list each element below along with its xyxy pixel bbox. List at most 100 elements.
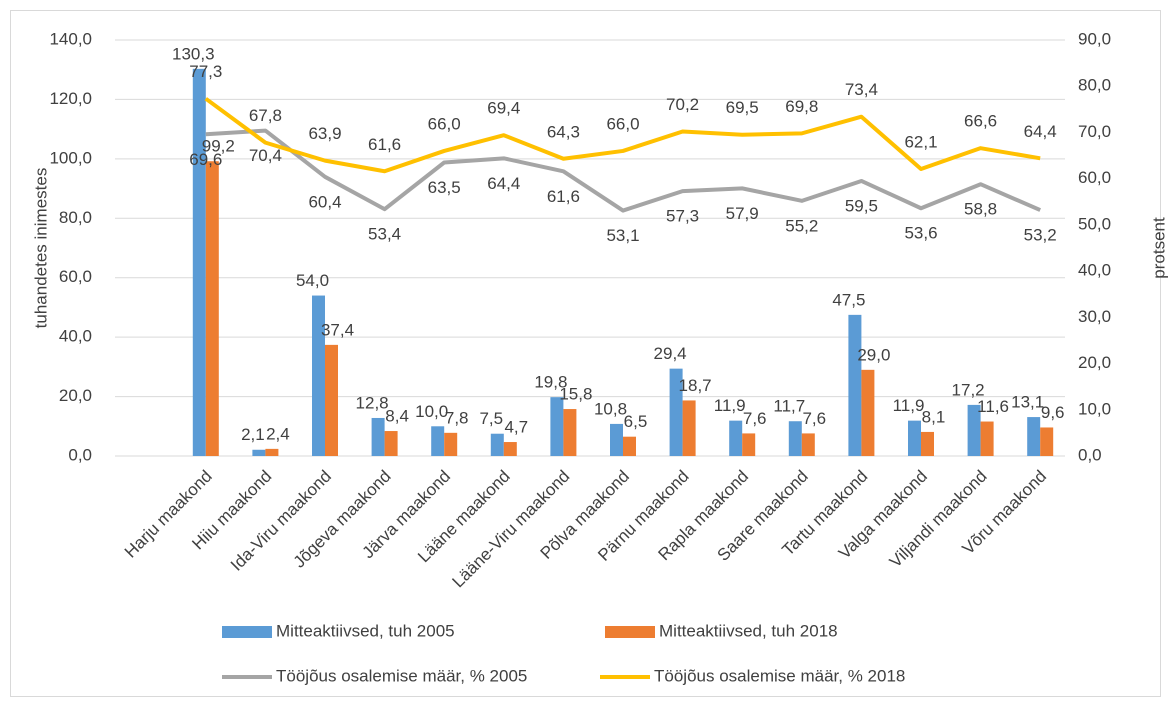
bar [1027, 417, 1041, 456]
line-value-label: 66,0 [428, 114, 461, 133]
bar [490, 433, 504, 456]
line-value-label: 69,5 [726, 98, 759, 117]
y2-tick-label: 80,0 [1078, 76, 1111, 95]
line-value-label: 58,8 [964, 200, 997, 219]
bar-value-label: 10,8 [594, 399, 627, 418]
bar-value-label: 13,1 [1011, 393, 1044, 412]
bar-value-label: 11,6 [977, 397, 1009, 416]
bar-value-label: 47,5 [832, 290, 865, 309]
bar-value-label: 19,8 [534, 373, 567, 392]
bar [610, 423, 623, 456]
bar [431, 426, 445, 456]
bar-value-label: 4,7 [504, 418, 528, 437]
y-axis-title: tuhandetes inimestes [31, 168, 50, 329]
line-value-label: 63,5 [428, 178, 461, 197]
bar [669, 368, 683, 456]
line-value-label: 70,2 [666, 95, 699, 114]
y2-tick-label: 20,0 [1078, 353, 1111, 372]
bar [503, 442, 517, 456]
bar-value-label: 37,4 [321, 320, 354, 339]
y-tick-label: 100,0 [49, 148, 92, 167]
line [205, 128, 1041, 213]
bar-value-label: 11,9 [714, 396, 746, 415]
bar [325, 344, 338, 456]
y2-tick-label: 30,0 [1078, 307, 1111, 326]
bar [861, 369, 875, 456]
line-value-label: 66,6 [964, 112, 997, 131]
line-value-label: 53,1 [606, 226, 639, 245]
bar [371, 417, 385, 456]
bar-value-label: 99,2 [202, 137, 235, 156]
y-tick-label: 0,0 [68, 445, 92, 464]
line-value-label: 63,9 [308, 124, 341, 143]
line-value-label: 53,4 [368, 225, 401, 244]
bar-value-label: 9,6 [1041, 403, 1065, 422]
line-value-label: 66,0 [606, 114, 639, 133]
y2-tick-label: 60,0 [1078, 168, 1111, 187]
line-value-label: 67,8 [249, 106, 282, 125]
bar [682, 400, 696, 456]
bar-value-label: 11,7 [773, 397, 805, 416]
bar-value-label: 2,1 [241, 425, 265, 444]
bar [967, 404, 981, 456]
bar [742, 433, 756, 456]
legend-label: Mitteaktiivsed, tuh 2018 [659, 621, 838, 640]
y-tick-label: 140,0 [49, 29, 92, 48]
bar-value-label: 10,0 [415, 402, 448, 421]
line-value-label: 60,4 [308, 192, 341, 211]
bar [444, 432, 458, 456]
bar-value-label: 130,3 [172, 44, 215, 63]
line-value-label: 55,2 [785, 216, 818, 235]
bar-value-label: 18,7 [679, 376, 712, 395]
bar-value-label: 2,4 [266, 424, 290, 443]
bar [848, 314, 862, 456]
legend-swatch [222, 626, 272, 638]
line-value-label: 64,3 [547, 122, 580, 141]
y-tick-label: 20,0 [59, 386, 92, 405]
bar [801, 433, 815, 456]
line [204, 97, 1041, 174]
bar-value-label: 17,2 [952, 380, 985, 399]
y2-tick-label: 0,0 [1078, 445, 1102, 464]
line-value-label: 64,4 [1024, 122, 1057, 141]
bar [788, 421, 802, 456]
bar-value-label: 7,5 [479, 409, 503, 428]
bar-value-label: 8,1 [922, 407, 946, 426]
line-value-label: 62,1 [904, 132, 937, 151]
line-value-label: 57,3 [666, 207, 699, 226]
line-value-label: 73,4 [845, 80, 878, 99]
legend-label: Tööjõus osalemise määr, % 2018 [654, 666, 905, 685]
legend-label: Tööjõus osalemise määr, % 2005 [276, 666, 527, 685]
legend-label: Mitteaktiivsed, tuh 2005 [276, 621, 455, 640]
bar [265, 448, 279, 456]
bar [550, 397, 564, 456]
y2-tick-label: 50,0 [1078, 214, 1111, 233]
bar [908, 420, 921, 456]
bar [384, 431, 398, 456]
y2-tick-label: 40,0 [1078, 261, 1111, 280]
bar [623, 436, 636, 456]
line-value-label: 64,4 [487, 174, 520, 193]
bar-value-label: 7,6 [802, 409, 826, 428]
y-tick-label: 120,0 [49, 89, 92, 108]
y-tick-label: 40,0 [59, 327, 92, 346]
bar [312, 295, 325, 456]
line-value-label: 53,6 [904, 224, 937, 243]
bar [1040, 427, 1054, 456]
bar [729, 420, 743, 456]
bar [205, 161, 219, 456]
line-value-label: 70,4 [249, 146, 282, 165]
line-value-label: 57,9 [726, 204, 759, 223]
legend-swatch [605, 626, 655, 638]
y2-tick-label: 10,0 [1078, 399, 1111, 418]
bar-value-label: 8,4 [385, 407, 409, 426]
line-value-label: 53,2 [1024, 226, 1057, 245]
bar-value-label: 29,0 [857, 345, 890, 364]
y-tick-label: 80,0 [59, 208, 92, 227]
bar-value-label: 6,5 [624, 412, 648, 431]
y2-tick-label: 70,0 [1078, 122, 1111, 141]
y2-axis-title: protsent [1149, 217, 1168, 279]
bar [980, 421, 994, 456]
bar [563, 409, 577, 456]
